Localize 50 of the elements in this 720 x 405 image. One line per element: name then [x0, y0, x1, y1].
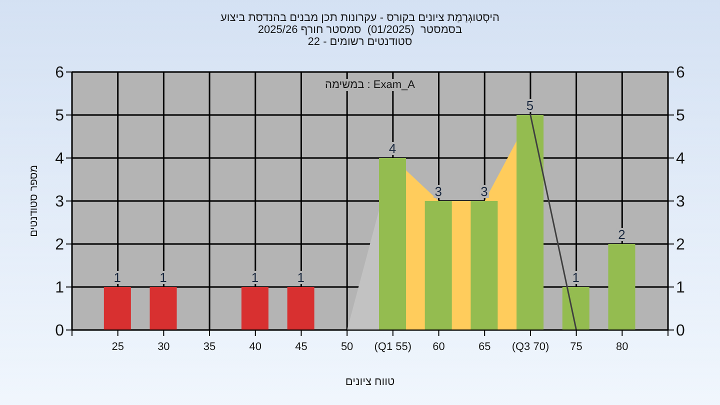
bar — [287, 287, 314, 330]
y-tick-label: 1 — [55, 280, 64, 297]
data-label: 1 — [160, 270, 167, 285]
x-tick-label: 35 — [203, 341, 216, 353]
y2-tick-label: 4 — [676, 150, 685, 168]
x-tick-label: 50 — [340, 341, 354, 353]
x-tick-label: 80 — [616, 341, 628, 353]
x-tick-label: 65 — [478, 341, 491, 353]
bar — [241, 287, 268, 330]
bar — [608, 244, 636, 330]
bar — [516, 115, 544, 330]
chart-title: היסְטוגְרַמַת ציונים בקורס - עקרונות תכן מבנים בהנדסת ביצוע — [220, 12, 500, 24]
data-label: 3 — [480, 184, 488, 199]
x-tick-label: 30 — [158, 341, 170, 353]
bar — [470, 201, 498, 330]
y-tick-label: 5 — [55, 108, 64, 125]
x-axis-title: טווח ציונים — [345, 376, 395, 388]
data-label: 1 — [572, 270, 580, 285]
bar — [562, 287, 590, 330]
y-tick-label: 4 — [55, 150, 64, 168]
y2-tick-label: 5 — [676, 108, 685, 125]
y2-tick-label: 3 — [676, 194, 685, 211]
y2-tick-label: 0 — [676, 322, 685, 340]
y-tick-label: 6 — [55, 64, 64, 82]
data-label: 1 — [251, 270, 259, 285]
x-tick-label: 40 — [249, 341, 262, 353]
data-label: 1 — [114, 270, 122, 285]
y-tick-label: 0 — [55, 322, 64, 340]
data-label: 4 — [388, 141, 396, 156]
x-tick-label: (Q1 55) — [374, 341, 412, 353]
y-axis-title: מספר סטודנטים — [28, 165, 40, 237]
y2-tick-label: 1 — [676, 280, 685, 297]
bar — [104, 287, 131, 330]
data-label: 3 — [434, 184, 442, 199]
bar — [424, 201, 452, 330]
x-tick-label: 45 — [295, 341, 308, 353]
chart-subtitle: בסמסטר (01/2025) סמסטר חורף 2025/26 סטודנטים רשומים - 22 — [256, 24, 464, 48]
x-tick-label: 75 — [570, 341, 582, 353]
y2-tick-label: 2 — [676, 236, 685, 254]
data-label: 5 — [526, 98, 534, 113]
x-tick-label: 60 — [432, 341, 445, 353]
data-label: 1 — [297, 270, 304, 285]
y-tick-label: 2 — [55, 236, 64, 254]
annotation: במשימה : Exam_A — [323, 79, 417, 91]
y2-tick-label: 6 — [676, 64, 685, 82]
y-tick-label: 3 — [55, 194, 64, 211]
x-tick-label: (Q3 70) — [512, 341, 550, 353]
x-tick-label: 25 — [112, 341, 124, 353]
data-label: 2 — [618, 227, 626, 242]
bar — [150, 287, 177, 330]
